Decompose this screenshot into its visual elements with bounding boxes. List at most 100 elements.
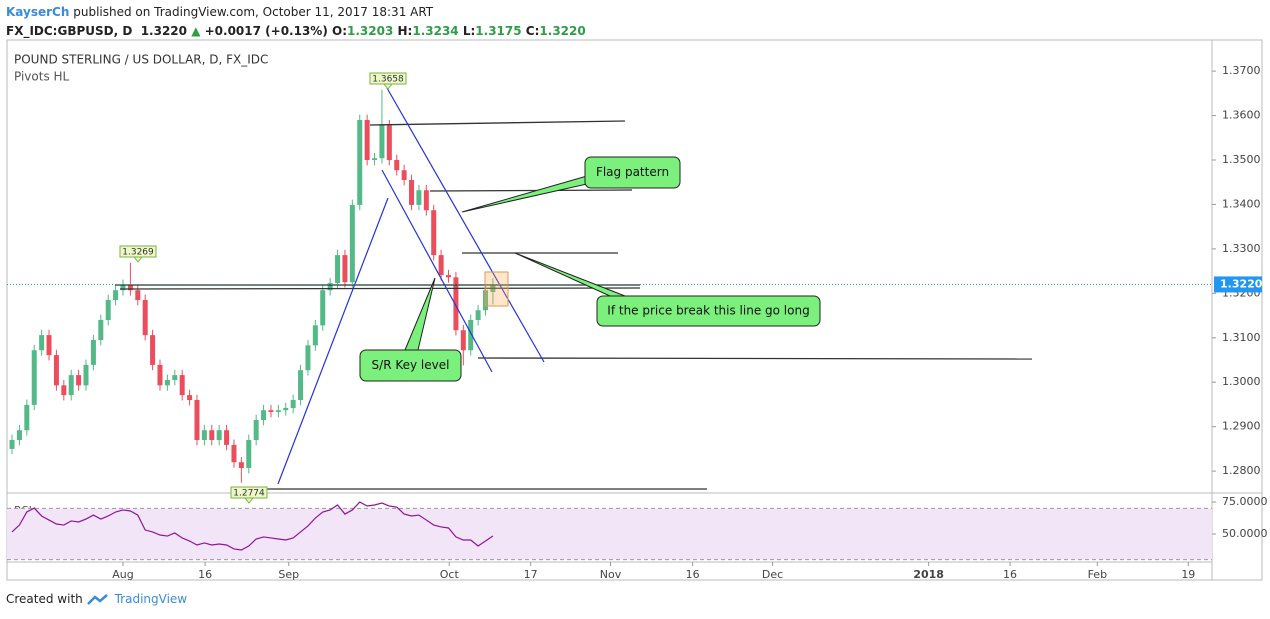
candle-body (113, 290, 119, 300)
y-tick-label: 1.3300 (1222, 242, 1261, 255)
header: KayserCh published on TradingView.com, O… (6, 3, 586, 41)
candle-body (187, 395, 193, 400)
y-tick-label: 1.2900 (1222, 420, 1261, 433)
candle-body (135, 290, 141, 300)
pivot-marker (132, 256, 144, 263)
drawings (115, 87, 1033, 490)
indicator-name: Pivots HL (14, 70, 70, 84)
candle-body (90, 340, 96, 365)
candle-body (261, 410, 267, 420)
candle-body (275, 410, 281, 412)
callout-text: S/R Key level (372, 358, 450, 372)
candle-body (246, 440, 252, 468)
change: +0.0017 (+0.13%) (204, 24, 328, 38)
candle-body (401, 170, 407, 180)
rsi-tick-label: 75.0000 (1222, 495, 1268, 508)
candle-body (298, 370, 304, 400)
candle-body (379, 125, 385, 159)
pivot-label: 1.2774 (233, 489, 265, 499)
last-price-label: 1.3220 (1220, 277, 1263, 290)
candle-body (283, 408, 289, 411)
candle-body (268, 410, 274, 412)
candle-body (224, 430, 230, 445)
logo (86, 593, 108, 605)
candle-body (290, 400, 296, 408)
y-tick-label: 1.3700 (1222, 64, 1261, 77)
candle-body (342, 255, 348, 283)
y-tick-label: 1.3600 (1222, 109, 1261, 122)
ohlc-label: L: (462, 24, 476, 38)
candle-body (357, 120, 363, 205)
ohlc-label: H: (397, 24, 413, 38)
published: published on TradingView.com, October 11… (73, 5, 434, 19)
callout-text: Flag pattern (596, 165, 669, 179)
symbol: FX_IDC:GBPUSD, D (6, 24, 133, 38)
channel-line (386, 87, 545, 363)
chart-title: POUND STERLING / US DOLLAR, D, FX_IDC (14, 53, 268, 67)
ohlc-value: 1.3175 (475, 24, 522, 38)
pivot-label: 1.3269 (122, 248, 154, 258)
candle-body (438, 255, 444, 276)
candle-body (16, 430, 22, 440)
candle-body (105, 300, 111, 320)
created-with: Created with (6, 592, 83, 606)
trend-line (369, 120, 626, 126)
x-tick-label: 16 (198, 568, 212, 581)
y-tick-label: 1.3100 (1222, 331, 1261, 344)
x-tick-label: Feb (1088, 568, 1107, 581)
candle-body (194, 400, 200, 440)
candle-body (61, 385, 67, 396)
candle-body (201, 430, 207, 440)
channel-line (381, 169, 493, 373)
callout-pointer (461, 175, 588, 213)
candle-body (53, 355, 59, 386)
candle-body (172, 375, 178, 380)
x-tick-label: 2018 (913, 568, 944, 581)
candle-body (83, 364, 89, 386)
trend-line (429, 189, 633, 192)
candle-body (253, 420, 259, 440)
candle-body (460, 330, 466, 351)
y-tick-label: 1.3400 (1222, 197, 1261, 210)
x-tick-label: 19 (1181, 568, 1195, 581)
ohlc-value: 1.3234 (412, 24, 459, 38)
candle-body (127, 284, 133, 291)
x-tick-label: Oct (440, 568, 460, 581)
candle-body (157, 364, 163, 386)
candle-body (483, 290, 489, 311)
author[interactable]: KayserCh (6, 5, 70, 19)
candle-body (416, 190, 422, 205)
chart: POUND STERLING / US DOLLAR, D, FX_IDC Pi… (6, 39, 1268, 581)
last-price-box (1214, 276, 1262, 293)
y-tick-label: 1.3000 (1222, 375, 1261, 388)
rsi-line (11, 501, 494, 551)
candle-body (372, 158, 378, 160)
callout-box (596, 295, 821, 327)
ohlc-value: 1.3203 (347, 24, 394, 38)
candle-body (31, 350, 37, 405)
candle-body (327, 283, 333, 291)
frame (6, 39, 1263, 581)
candle-body (394, 160, 400, 171)
candle-body (142, 300, 148, 336)
pivot-marker (243, 497, 255, 504)
candle-body (231, 444, 237, 463)
candle-body (431, 210, 437, 256)
y-tick-label: 1.3500 (1222, 153, 1261, 166)
pivot-label: 1.3658 (372, 75, 404, 85)
candle-body (335, 255, 341, 284)
candle-body (320, 290, 326, 326)
candle-body (423, 190, 429, 211)
candle-body (364, 120, 370, 160)
arrow: ▲ (191, 24, 201, 38)
brand[interactable]: TradingView (114, 592, 188, 606)
callout-box (584, 156, 681, 189)
x-tick-label: 16 (1003, 568, 1017, 581)
x-tick-label: 17 (524, 568, 538, 581)
callout-pointer (514, 252, 626, 297)
ohlc-label: O: (332, 24, 347, 38)
footer: Created with TradingView (6, 592, 187, 606)
callout-text: If the price break this line go long (607, 304, 809, 318)
candle-body (39, 335, 45, 351)
